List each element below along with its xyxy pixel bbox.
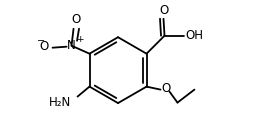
Text: OH: OH <box>186 29 204 42</box>
Text: O: O <box>71 13 80 26</box>
Text: O: O <box>39 40 49 53</box>
Text: O: O <box>162 82 171 95</box>
Text: −: − <box>37 36 45 46</box>
Text: O: O <box>159 4 168 17</box>
Text: +: + <box>77 35 84 44</box>
Text: H₂N: H₂N <box>49 96 71 109</box>
Text: N: N <box>67 39 76 52</box>
